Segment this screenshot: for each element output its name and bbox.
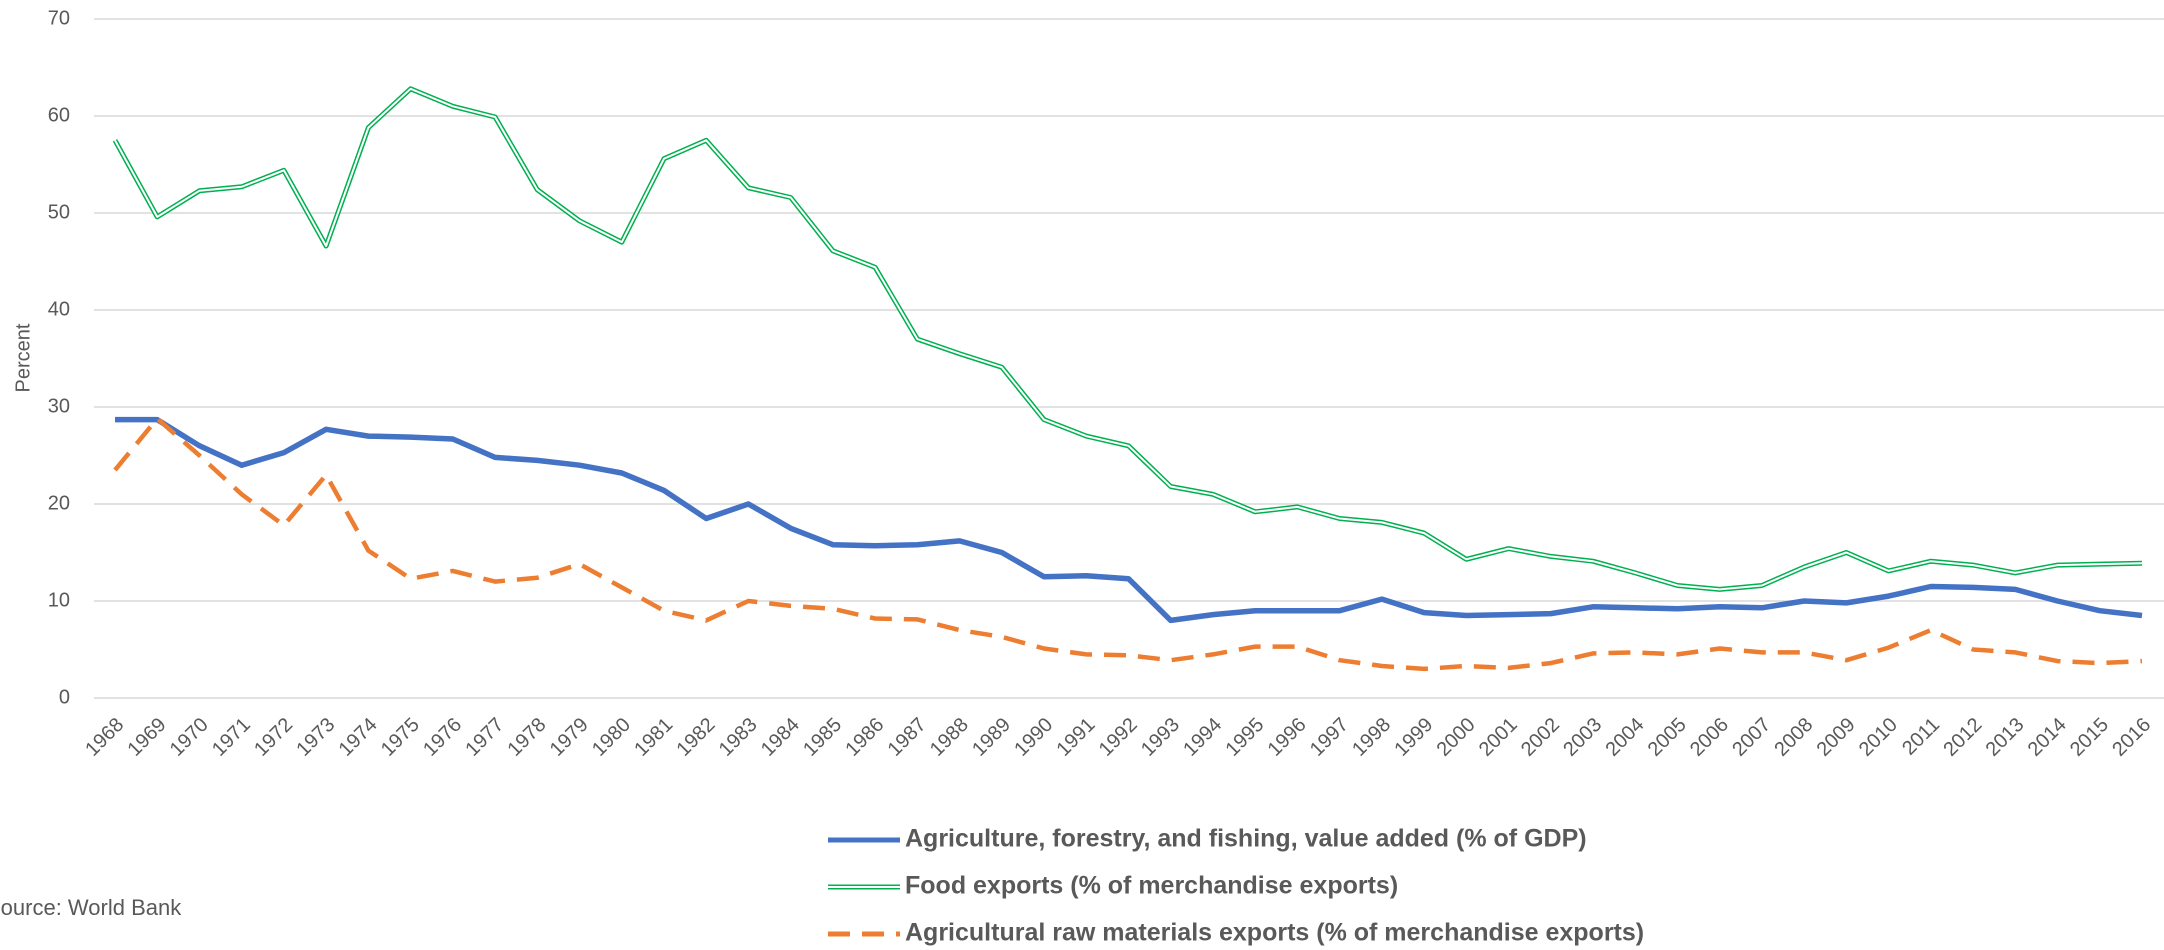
x-tick-label: 1995 (1221, 714, 1268, 761)
x-tick-label: 1979 (546, 714, 593, 761)
y-tick-label: 50 (48, 201, 70, 223)
x-tick-label: 1973 (292, 714, 339, 761)
x-tick-label: 1982 (672, 714, 719, 761)
x-tick-label: 1968 (81, 714, 128, 761)
x-tick-label: 1983 (715, 714, 762, 761)
x-tick-label: 1989 (968, 714, 1015, 761)
x-tick-label: 2013 (1982, 714, 2029, 761)
x-tick-label: 1970 (166, 714, 213, 761)
x-tick-label: 2015 (2066, 714, 2113, 761)
x-tick-label: 1997 (1306, 714, 1353, 761)
x-tick-label: 1987 (884, 714, 931, 761)
x-tick-label: 1998 (1348, 714, 1395, 761)
x-tick-label: 1975 (377, 714, 424, 761)
x-tick-label: 1992 (1095, 714, 1142, 761)
legend-label: Food exports (% of merchandise exports) (905, 872, 1398, 900)
x-tick-label: 1990 (1010, 714, 1057, 761)
x-tick-label: 1976 (419, 714, 466, 761)
x-tick-label: 2004 (1601, 714, 1648, 761)
y-tick-label: 40 (48, 298, 70, 320)
x-tick-label: 1969 (123, 714, 170, 761)
x-tick-label: 1991 (1053, 714, 1100, 761)
x-tick-label: 1980 (588, 714, 635, 761)
source: Source: World Bank (0, 895, 182, 920)
series-line-inner (114, 87, 2143, 591)
x-tick-label: 2010 (1855, 714, 1902, 761)
y-tick-label: 10 (48, 589, 70, 611)
y-tick-label: 30 (48, 395, 70, 417)
y-tick-label: 60 (48, 104, 70, 126)
legend-label: Agriculture, forestry, and fishing, valu… (905, 825, 1587, 853)
x-tick-label: 1981 (630, 714, 677, 761)
x-tick-label: 2003 (1559, 714, 1606, 761)
x-tick-label: 1978 (504, 714, 551, 761)
x-tick-label: 2005 (1644, 714, 1691, 761)
y-tick-label: 20 (48, 492, 70, 514)
x-tick-label: 1994 (1179, 714, 1226, 761)
x-tick-label: 1972 (250, 714, 297, 761)
x-tick-label: 1977 (461, 714, 508, 761)
x-tick-label: 2011 (1898, 714, 1944, 760)
x-tick-label: 2006 (1686, 714, 1733, 761)
x-tick-label: 2014 (2024, 714, 2071, 761)
x-tick-label: 2012 (1939, 714, 1986, 761)
x-tick-label: 2007 (1728, 714, 1775, 761)
x-tick-label: 2000 (1433, 714, 1480, 761)
series-line (115, 416, 2143, 624)
x-tick-label: 1985 (799, 714, 846, 761)
legend-label: Agricultural raw materials exports (% of… (905, 919, 1644, 947)
x-tick-label: 2001 (1475, 714, 1522, 761)
x-tick-label: 1999 (1390, 714, 1437, 761)
x-tick-label: 1988 (926, 714, 973, 761)
y-tick-label: 70 (48, 7, 70, 29)
x-tick-label: 2009 (1813, 714, 1860, 761)
y-axis-label: Percent (12, 323, 34, 392)
x-tick-label: 2002 (1517, 714, 1564, 761)
y-tick-label: 0 (59, 686, 70, 708)
series-line (112, 86, 2143, 592)
x-tick-label: 1971 (208, 714, 255, 761)
x-tick-label: 1996 (1264, 714, 1311, 761)
x-tick-label: 1974 (335, 714, 382, 761)
series-line (113, 416, 2143, 672)
x-tick-label: 2016 (2108, 714, 2155, 761)
x-tick-label: 1986 (841, 714, 888, 761)
x-tick-label: 1984 (757, 714, 804, 761)
x-tick-label: 2008 (1770, 714, 1817, 761)
x-tick-label: 1993 (1137, 714, 1184, 761)
